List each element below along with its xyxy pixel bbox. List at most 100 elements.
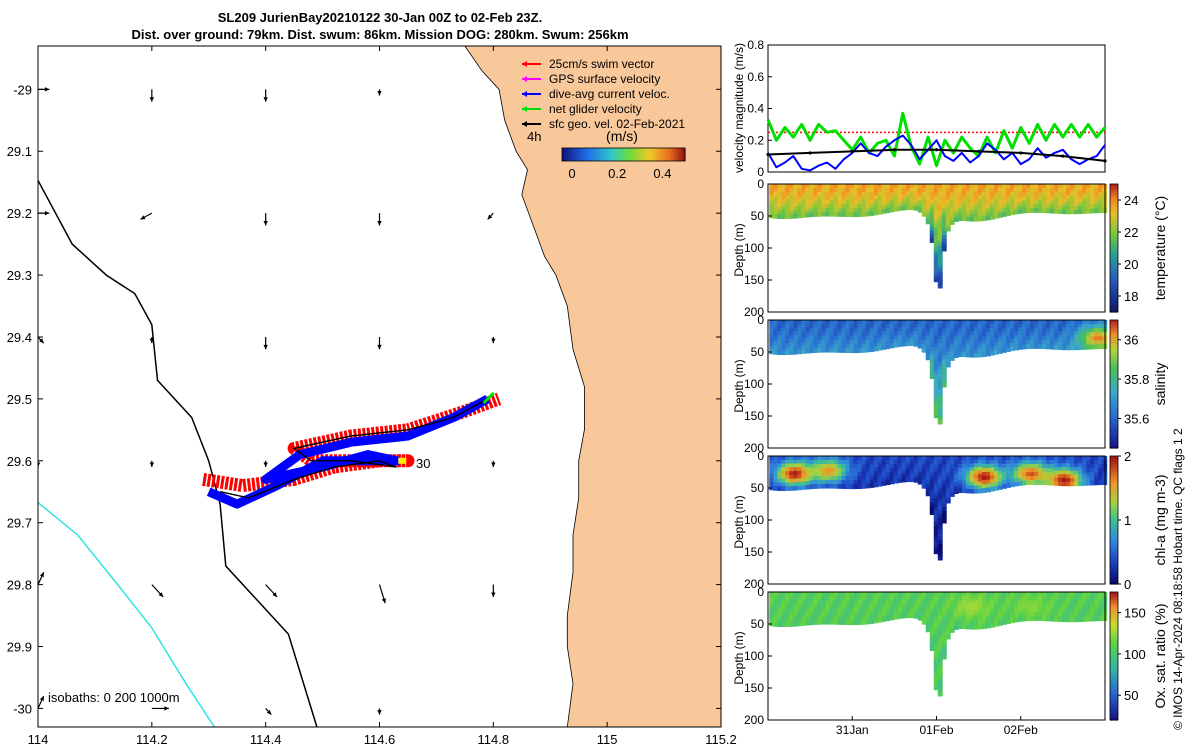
section-cell — [1054, 610, 1060, 615]
section-cell — [789, 327, 795, 333]
section-cell — [953, 621, 959, 627]
section-cell — [1078, 330, 1084, 336]
section-colorbar-cell — [1110, 273, 1118, 277]
section-cell — [789, 614, 795, 620]
section-cell — [929, 335, 935, 341]
section-colorbar-tick-label: 22 — [1124, 225, 1138, 240]
section-cell — [1094, 328, 1100, 333]
section-cell — [841, 456, 847, 461]
section-cell — [937, 544, 943, 549]
section-cell — [989, 456, 995, 461]
section-cell — [1014, 606, 1019, 612]
section-cell — [845, 460, 851, 465]
section-cell — [1038, 480, 1043, 485]
section-cell — [937, 479, 943, 484]
section-cell — [933, 269, 939, 275]
section-cell — [869, 599, 875, 605]
section-cell — [957, 460, 963, 465]
section-cell — [797, 481, 803, 487]
section-cell — [993, 346, 999, 351]
section-cell — [965, 617, 971, 623]
section-cell — [977, 617, 983, 623]
section-cell — [801, 331, 807, 336]
colorbar-cell — [588, 148, 592, 161]
section-colorbar-cell — [1110, 502, 1118, 506]
section-cell — [849, 200, 855, 205]
section-cell — [929, 483, 935, 488]
section-cell — [849, 332, 855, 337]
section-cell — [785, 187, 791, 193]
section-cell — [1018, 592, 1023, 597]
section-cell — [1022, 324, 1027, 329]
section-cell — [969, 614, 975, 619]
section-cell — [865, 475, 871, 481]
section-cell — [781, 323, 787, 329]
section-colorbar-cell — [1110, 214, 1118, 218]
section-cell — [1009, 323, 1015, 329]
section-cell — [977, 592, 983, 597]
section-cell — [1005, 592, 1011, 597]
section-cell — [825, 347, 831, 353]
section-cell — [1058, 198, 1064, 204]
section-cell — [809, 336, 815, 342]
section-cell — [813, 476, 819, 481]
section-cell — [953, 614, 959, 619]
section-cell — [821, 335, 827, 341]
section-cell — [833, 463, 839, 469]
section-cell — [805, 617, 811, 622]
section-cell — [1038, 192, 1043, 197]
section-cell — [997, 213, 1003, 218]
section-cell — [789, 206, 795, 212]
section-cell — [985, 615, 991, 621]
section-cell — [933, 351, 939, 356]
section-colorbar-cell — [1110, 245, 1118, 249]
section-cell — [853, 332, 859, 337]
section-cell — [1030, 208, 1035, 213]
section-cell — [841, 348, 847, 353]
section-cell — [853, 192, 859, 197]
section-cell — [973, 595, 979, 601]
section-cell — [1098, 456, 1104, 461]
section-cell — [1005, 475, 1011, 481]
section-cell — [953, 210, 959, 215]
section-cell — [953, 338, 959, 344]
section-cell — [1009, 199, 1015, 204]
section-colorbar-cell — [1110, 509, 1118, 513]
section-cell — [785, 595, 791, 601]
section-cell — [881, 459, 887, 465]
section-cell — [845, 328, 851, 333]
section-cell — [1022, 480, 1027, 486]
section-cell — [1058, 345, 1064, 351]
section-cell — [1001, 592, 1007, 597]
section-cell — [917, 607, 923, 613]
section-colorbar-cell — [1110, 666, 1118, 670]
geo-vector-arrowhead — [39, 572, 44, 578]
section-colorbar-cell — [1110, 496, 1118, 501]
section-colorbar-cell — [1110, 604, 1118, 608]
section-cell — [941, 331, 947, 337]
section-cell — [833, 619, 839, 625]
section-cell — [829, 463, 835, 469]
section-cell — [1030, 328, 1035, 333]
section-cell — [1014, 456, 1019, 461]
section-cell — [813, 596, 819, 601]
section-cell — [853, 612, 859, 618]
section-cell — [1022, 596, 1027, 601]
section-cell — [933, 642, 939, 648]
section-cell — [861, 467, 867, 473]
section-cell — [1018, 602, 1023, 608]
section-x-tick-label: 31Jan — [836, 723, 869, 737]
section-cell — [1018, 470, 1023, 475]
section-cell — [849, 184, 855, 189]
section-cell — [969, 459, 975, 465]
section-cell — [965, 213, 971, 218]
section-cell — [1005, 199, 1011, 205]
section-cell — [937, 400, 943, 406]
section-cell — [977, 341, 983, 347]
section-cell — [953, 489, 959, 494]
section-colorbar-cell — [1110, 209, 1118, 213]
section-cell — [1066, 202, 1072, 207]
section-cell — [1086, 200, 1092, 206]
section-cell — [825, 611, 831, 617]
section-cell — [1086, 472, 1092, 478]
